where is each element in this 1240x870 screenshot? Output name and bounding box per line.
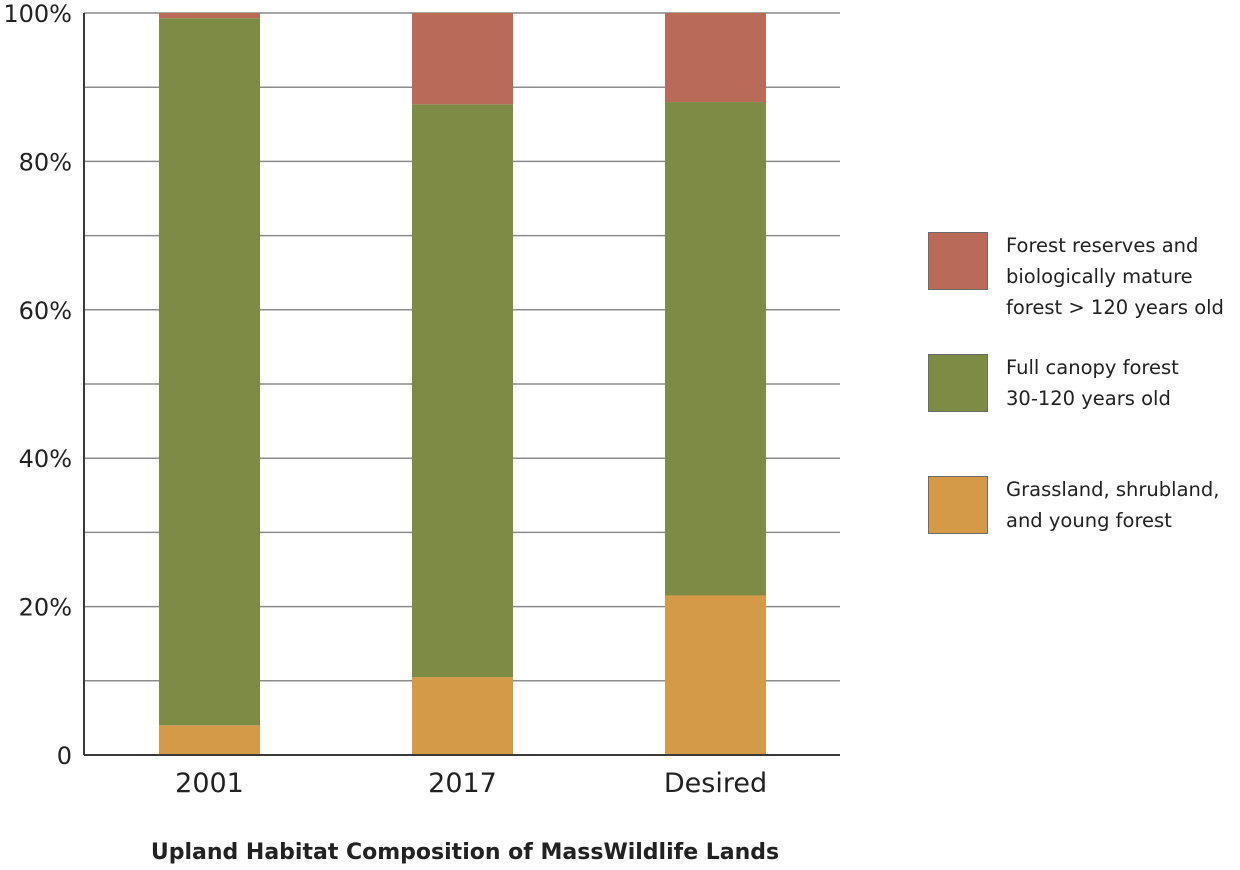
x-tick-labels: 2001 2017 Desired xyxy=(175,768,767,799)
legend-item: Forest reserves and biologically mature … xyxy=(928,232,1224,323)
bars xyxy=(159,13,766,755)
bar-segment xyxy=(665,595,766,755)
bar-segment xyxy=(665,102,766,596)
y-tick-label: 60% xyxy=(19,297,72,325)
x-tick-label: 2001 xyxy=(175,768,244,799)
bar-segment xyxy=(159,725,260,755)
bar-segment xyxy=(665,13,766,103)
legend-item: Full canopy forest 30-120 years old xyxy=(928,354,1179,414)
x-tick-label: Desired xyxy=(664,768,767,799)
legend-swatch xyxy=(928,354,988,412)
bar-segment xyxy=(159,13,260,19)
y-tick-label: 20% xyxy=(19,594,72,622)
axes xyxy=(83,13,840,756)
x-tick-label: 2017 xyxy=(428,768,497,799)
legend-label: Grassland, shrubland, and young forest xyxy=(1006,478,1220,532)
legend-swatch xyxy=(928,232,988,290)
bar-segment xyxy=(412,677,513,755)
y-tick-label: 80% xyxy=(19,148,72,176)
bar-segment xyxy=(412,104,513,678)
y-tick-label: 40% xyxy=(19,445,72,473)
bar-segment xyxy=(412,13,513,105)
y-tick-label: 100% xyxy=(3,0,72,28)
chart-title: Upland Habitat Composition of MassWildli… xyxy=(151,840,779,865)
legend-item: Grassland, shrubland, and young forest xyxy=(928,476,1219,536)
legend-label: Forest reserves and biologically mature … xyxy=(1006,234,1224,319)
y-tick-labels: 0 20% 40% 60% 80% 100% xyxy=(3,0,72,770)
legend-label: Full canopy forest 30-120 years old xyxy=(1006,356,1179,410)
bar-segment xyxy=(159,18,260,726)
y-tick-label: 0 xyxy=(57,742,72,770)
legend-swatch xyxy=(928,476,988,534)
